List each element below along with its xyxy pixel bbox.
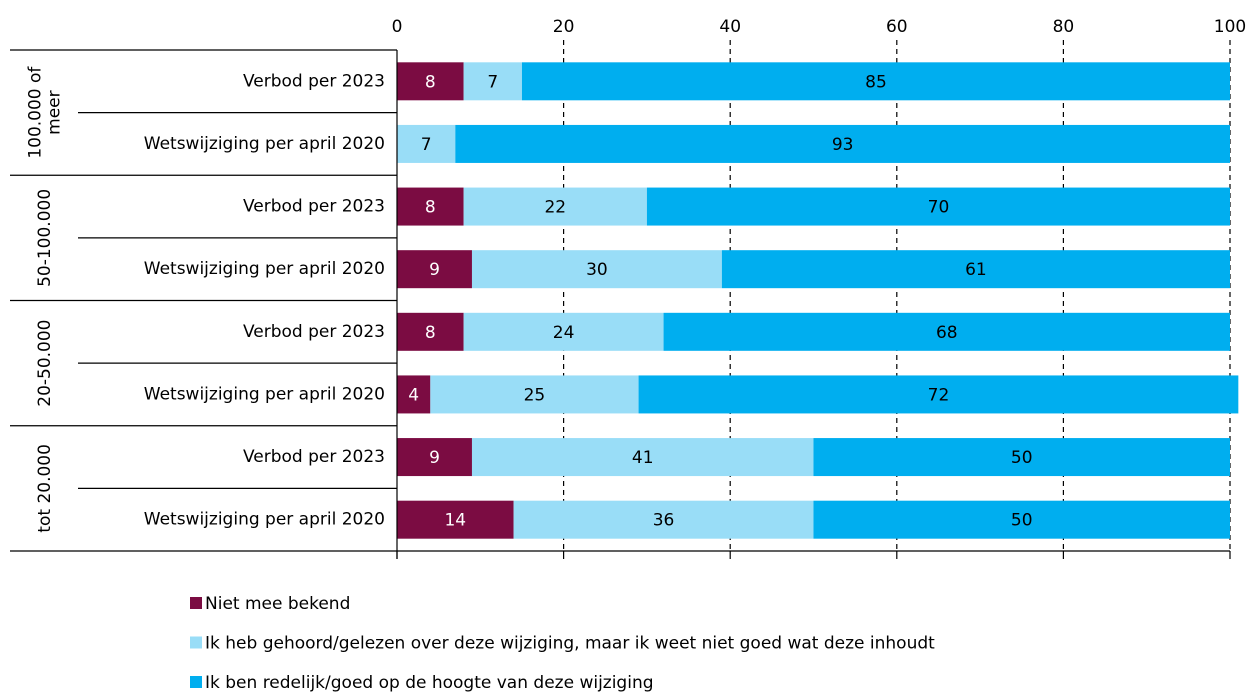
bar-segment xyxy=(463,62,522,101)
data-label: 70 xyxy=(928,198,950,218)
bar-segment xyxy=(471,438,814,477)
data-label: 24 xyxy=(553,323,575,343)
x-tick-label: 100 xyxy=(1214,17,1246,37)
data-label: 72 xyxy=(928,385,950,405)
data-label: 7 xyxy=(421,135,432,155)
bar-segment xyxy=(813,500,1230,539)
data-label: 7 xyxy=(487,72,498,92)
bar-segment xyxy=(463,187,647,226)
group-label: 50-100.000 xyxy=(35,189,55,287)
bar-segment xyxy=(646,187,1230,226)
legend-swatch xyxy=(190,597,202,609)
y-tick-label: Verbod per 2023 xyxy=(243,322,385,342)
bar-segment xyxy=(463,312,664,351)
data-label: 4 xyxy=(408,385,419,405)
data-label: 25 xyxy=(524,385,546,405)
bar-segment xyxy=(521,62,1230,101)
bar-segment xyxy=(471,250,722,289)
data-label: 14 xyxy=(444,511,466,531)
y-tick-label: Verbod per 2023 xyxy=(243,197,385,217)
bar-segment xyxy=(638,375,1239,414)
y-tick-label: Wetswijziging per april 2020 xyxy=(144,134,385,154)
bar-segment xyxy=(721,250,1230,289)
y-tick-label: Wetswijziging per april 2020 xyxy=(144,259,385,279)
legend-label: Ik heb gehoord/gelezen over deze wijzigi… xyxy=(205,634,935,654)
bar-segment xyxy=(397,375,431,414)
bar-segment xyxy=(397,250,472,289)
data-label: 9 xyxy=(429,260,440,280)
data-label: 22 xyxy=(544,198,566,218)
bar-segment xyxy=(663,312,1230,351)
data-label: 61 xyxy=(965,260,987,280)
legend-label: Ik ben redelijk/goed op de hoogte van de… xyxy=(205,673,654,693)
data-label: 8 xyxy=(425,323,436,343)
group-label: 20-50.000 xyxy=(35,320,55,407)
data-label: 30 xyxy=(586,260,608,280)
bar-segment xyxy=(397,124,456,163)
data-label: 85 xyxy=(865,72,887,92)
x-tick-label: 60 xyxy=(886,17,908,37)
bar-segment xyxy=(430,375,639,414)
legend-label: Niet mee bekend xyxy=(205,594,350,614)
y-tick-label: Wetswijziging per april 2020 xyxy=(144,510,385,530)
x-tick-label: 40 xyxy=(719,17,741,37)
legend-swatch xyxy=(190,676,202,688)
bar-segment xyxy=(455,124,1230,163)
group-label: meer xyxy=(45,90,65,134)
data-label: 68 xyxy=(936,323,958,343)
bar-segment xyxy=(397,312,464,351)
x-tick-label: 0 xyxy=(392,17,403,37)
bar-segment xyxy=(813,438,1230,477)
y-tick-label: Verbod per 2023 xyxy=(243,71,385,91)
data-label: 8 xyxy=(425,72,436,92)
bar-segment xyxy=(397,438,472,477)
data-label: 8 xyxy=(425,198,436,218)
y-tick-label: Verbod per 2023 xyxy=(243,447,385,467)
data-label: 9 xyxy=(429,448,440,468)
y-tick-label: Wetswijziging per april 2020 xyxy=(144,384,385,404)
group-label: 100.000 of xyxy=(26,66,46,159)
x-tick-label: 80 xyxy=(1053,17,1075,37)
data-label: 50 xyxy=(1011,448,1033,468)
data-label: 36 xyxy=(653,511,675,531)
bar-segment xyxy=(397,187,464,226)
group-label: tot 20.000 xyxy=(35,444,55,533)
bar-segment xyxy=(397,500,514,539)
bar-segment xyxy=(513,500,814,539)
x-tick-label: 20 xyxy=(553,17,575,37)
legend-swatch xyxy=(190,636,202,649)
bar-segment xyxy=(397,62,464,101)
data-label: 50 xyxy=(1011,511,1033,531)
data-label: 93 xyxy=(832,135,854,155)
data-label: 41 xyxy=(632,448,654,468)
